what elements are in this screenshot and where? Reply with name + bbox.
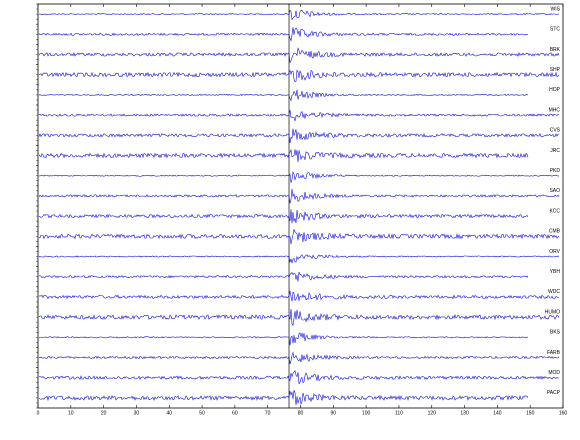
waveform <box>38 389 529 406</box>
waveform <box>38 27 529 42</box>
waveform <box>38 209 529 224</box>
trace-label: SHP <box>550 67 561 73</box>
waveform <box>38 148 529 163</box>
trace-label: WIS <box>551 6 561 12</box>
x-tick-label: 50 <box>199 410 205 416</box>
waveform <box>38 369 559 385</box>
waveform <box>38 47 560 64</box>
x-tick-label: 110 <box>395 410 403 416</box>
x-tick-label: 70 <box>265 410 271 416</box>
trace-label: CVS <box>550 128 561 134</box>
x-tick-label: 90 <box>331 410 337 416</box>
x-tick-label: 150 <box>526 410 535 416</box>
waveform <box>38 308 560 326</box>
x-tick-label: 20 <box>101 410 107 416</box>
waveform <box>38 188 560 204</box>
x-tick-label: 10 <box>68 410 74 416</box>
x-tick-label: 130 <box>460 410 469 416</box>
waveform <box>38 332 529 346</box>
x-tick-label: 30 <box>134 410 140 416</box>
x-tick-label: 140 <box>493 410 502 416</box>
waveform <box>38 69 560 82</box>
waveform <box>38 109 560 122</box>
trace-label: KCC <box>549 208 560 214</box>
plot-frame <box>37 3 564 409</box>
trace-label: HUMO <box>545 309 560 315</box>
x-tick-label: 0 <box>37 410 40 416</box>
trace-label: MOD <box>548 370 560 376</box>
trace-label: STC <box>550 27 560 33</box>
trace-label: HOP <box>549 87 561 93</box>
waveform <box>38 228 560 245</box>
trace-label: MHC <box>549 107 561 113</box>
waveform <box>38 171 560 183</box>
waveform <box>38 254 560 264</box>
trace-label: WDC <box>548 289 560 295</box>
waveform <box>38 271 529 282</box>
trace-label: PACP <box>547 390 561 396</box>
x-tick-label: 120 <box>428 410 437 416</box>
x-tick-label: 60 <box>232 410 238 416</box>
trace-label: ORV <box>549 249 560 255</box>
waveform <box>38 89 529 102</box>
trace-label: FARB <box>547 350 561 356</box>
trace-label: BKS <box>550 330 561 336</box>
waveform <box>38 290 560 302</box>
x-tick-label: 160 <box>559 410 568 416</box>
waveform <box>38 351 560 365</box>
waveform <box>38 128 560 144</box>
trace-label: BRK <box>550 47 561 53</box>
trace-label: SAO <box>549 188 560 194</box>
x-tick-label: 100 <box>362 410 371 416</box>
trace-label: PKD <box>550 168 561 174</box>
trace-label: YBH <box>550 269 561 275</box>
x-tick-label: 80 <box>298 410 304 416</box>
waveform <box>38 9 560 21</box>
trace-label: CMB <box>549 229 561 235</box>
trace-label: JRC <box>550 148 560 154</box>
x-tick-label: 40 <box>166 410 172 416</box>
